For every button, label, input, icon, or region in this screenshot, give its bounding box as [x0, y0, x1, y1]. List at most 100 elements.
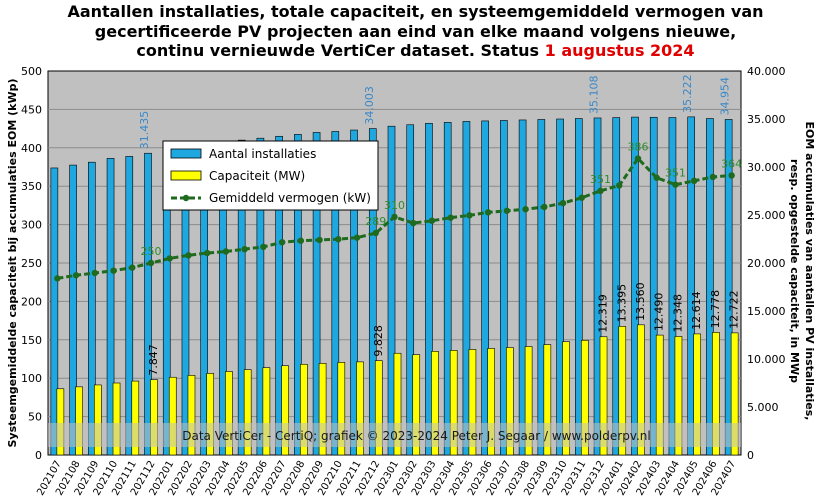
bar-capaciteit — [730, 332, 739, 456]
marker-gemiddeld-vermogen — [91, 269, 99, 277]
marker-gemiddeld-vermogen — [260, 243, 267, 251]
marker-gemiddeld-vermogen — [297, 237, 305, 244]
bar-capaciteit — [618, 326, 627, 456]
bar-aantal-installaties — [612, 117, 621, 456]
bar-aantal-installaties — [593, 117, 602, 456]
bar-aantal-installaties — [574, 118, 583, 456]
bar-aantal-installaties — [462, 121, 471, 456]
bar-aantal-installaties — [144, 152, 152, 456]
data-label-capaciteit: 9.828 — [372, 325, 385, 357]
y-tick-label-left: 450 — [21, 103, 42, 116]
marker-gemiddeld-vermogen — [391, 213, 398, 221]
bar-aantal-installaties — [500, 120, 508, 456]
watermark-band — [48, 423, 741, 447]
chart-title-status-date: 1 augustus 2024 — [544, 41, 695, 60]
bar-capaciteit — [562, 341, 570, 456]
bar-capaciteit — [318, 363, 327, 456]
legend-label-installaties: Aantal installaties — [209, 147, 316, 161]
bar-aantal-installaties — [50, 167, 59, 456]
bar-aantal-installaties — [368, 128, 377, 456]
marker-gemiddeld-vermogen — [484, 209, 492, 216]
data-label-installaties: 35.108 — [588, 75, 601, 114]
marker-gemiddeld-vermogen — [54, 275, 61, 282]
legend-swatch-installaties — [170, 148, 202, 159]
marker-gemiddeld-vermogen — [185, 252, 192, 259]
bar-capaciteit — [150, 379, 158, 456]
y-tick-label-right: 40.000 — [747, 65, 786, 78]
bar-capaciteit — [524, 346, 533, 456]
bar-capaciteit — [337, 362, 346, 456]
marker-gemiddeld-vermogen — [204, 249, 211, 257]
y-tick-label-left: 200 — [21, 295, 42, 308]
bar-capaciteit — [468, 349, 477, 456]
bar-aantal-installaties — [331, 131, 340, 456]
chart-title-line2: gecertificeerde PV projecten aan eind va… — [94, 22, 737, 41]
bar-aantal-installaties — [687, 116, 695, 456]
data-label-capaciteit: 12.614 — [690, 291, 703, 330]
data-label-capaciteit: 13.395 — [615, 284, 628, 323]
bar-capaciteit — [393, 352, 402, 456]
y-tick-label-right: 20.000 — [747, 257, 786, 270]
bar-aantal-installaties — [631, 116, 639, 456]
data-label-capaciteit: 12.722 — [728, 290, 741, 329]
data-label-capaciteit: 13.560 — [634, 282, 647, 321]
bar-aantal-installaties — [387, 125, 396, 456]
y-tick-label-left: 500 — [21, 65, 42, 78]
bar-aantal-installaties — [706, 118, 714, 456]
bar-aantal-installaties — [406, 124, 415, 456]
bar-capaciteit — [674, 336, 683, 456]
bar-aantal-installaties — [649, 116, 658, 456]
y-tick-label-right: 35.000 — [747, 113, 786, 126]
marker-gemiddeld-vermogen — [222, 248, 230, 255]
marker-gemiddeld-vermogen — [353, 234, 361, 241]
bar-aantal-installaties — [443, 122, 452, 456]
bar-capaciteit — [187, 375, 196, 456]
bar-capaciteit — [599, 336, 608, 456]
data-label-gemiddeld: 289 — [365, 215, 386, 228]
bar-capaciteit — [506, 347, 514, 456]
marker-gemiddeld-vermogen — [147, 259, 155, 267]
y-tick-label-left: 0 — [35, 449, 42, 462]
data-label-capaciteit: 7.847 — [147, 344, 160, 376]
bar-aantal-installaties — [425, 123, 433, 456]
marker-gemiddeld-vermogen — [466, 212, 473, 219]
bar-capaciteit — [56, 388, 65, 456]
y-tick-label-right: 30.000 — [747, 161, 786, 174]
y-tick-label-right: 10.000 — [747, 353, 786, 366]
bar-capaciteit — [131, 380, 140, 456]
bar-aantal-installaties — [724, 119, 733, 456]
bar-aantal-installaties — [481, 120, 489, 456]
marker-gemiddeld-vermogen — [709, 173, 717, 181]
data-label-capaciteit: 12.319 — [597, 294, 610, 333]
data-label-installaties: 31.435 — [138, 111, 151, 150]
bar-capaciteit — [168, 376, 177, 456]
y-tick-label-right: 25.000 — [747, 209, 786, 222]
bar-capaciteit — [449, 350, 458, 456]
legend-marker-gemiddeld — [182, 194, 190, 202]
legend-label-capaciteit: Capaciteit (MW) — [209, 169, 305, 183]
bar-capaciteit — [262, 367, 271, 456]
bar-capaciteit — [431, 351, 439, 456]
y-tick-label-left: 300 — [21, 219, 42, 232]
marker-gemiddeld-vermogen — [166, 255, 173, 262]
data-label-gemiddeld: 310 — [384, 199, 405, 212]
marker-gemiddeld-vermogen — [559, 199, 567, 207]
bar-capaciteit — [543, 344, 552, 456]
bar-capaciteit — [655, 334, 664, 456]
y-tick-label-left: 250 — [21, 257, 42, 270]
bar-capaciteit — [374, 360, 383, 456]
chart-title-line3-prefix: continu vernieuwde VertiCer dataset. Sta… — [136, 41, 540, 60]
bar-capaciteit — [225, 371, 233, 456]
marker-gemiddeld-vermogen — [653, 174, 660, 181]
bar-aantal-installaties — [668, 117, 677, 456]
marker-gemiddeld-vermogen — [578, 194, 585, 201]
marker-gemiddeld-vermogen — [728, 172, 735, 179]
bar-aantal-installaties — [294, 134, 302, 456]
bar-capaciteit — [712, 332, 720, 456]
y-tick-label-left: 350 — [21, 180, 42, 193]
marker-gemiddeld-vermogen — [72, 272, 80, 279]
y-tick-label-left: 400 — [21, 142, 42, 155]
marker-gemiddeld-vermogen — [634, 155, 642, 162]
bar-capaciteit — [412, 354, 421, 456]
